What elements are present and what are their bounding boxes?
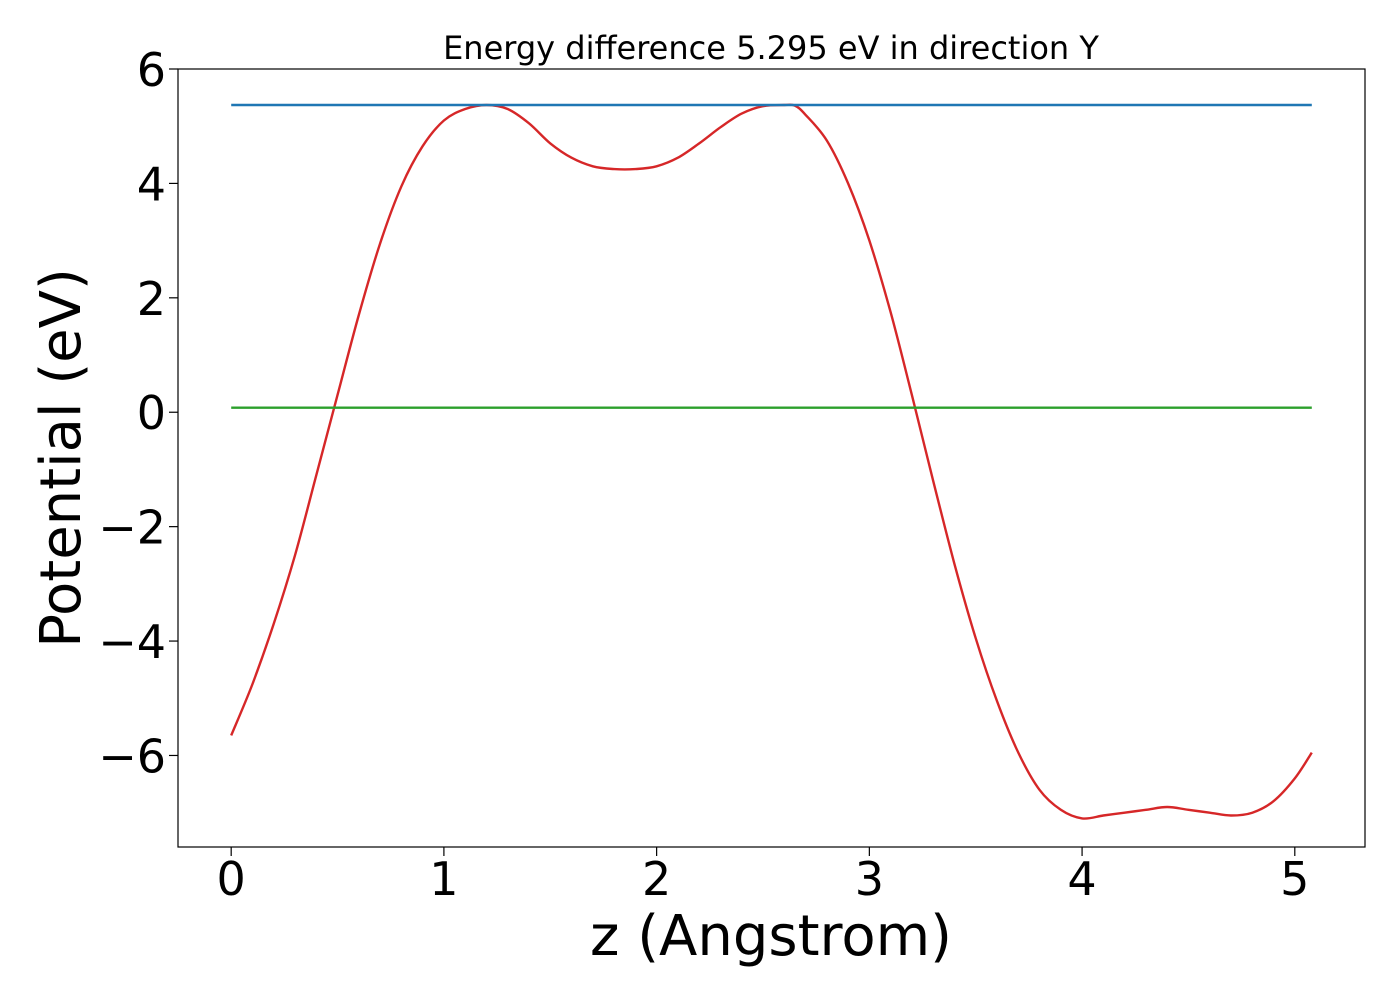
x-tick-label: 2 bbox=[642, 852, 671, 906]
x-tick-label: 0 bbox=[217, 852, 246, 906]
y-tick-label: 4 bbox=[137, 157, 166, 211]
series-line-0 bbox=[230, 103, 1313, 820]
y-tick-label: −4 bbox=[98, 615, 166, 669]
plot-lines bbox=[230, 103, 1313, 820]
y-axis-ticks: −6 −4 −2 0 2 4 6 bbox=[98, 43, 178, 783]
x-tick-label: 5 bbox=[1280, 852, 1309, 906]
y-tick-label: 6 bbox=[137, 43, 166, 97]
y-tick-label: 2 bbox=[137, 272, 166, 326]
plot-area-frame bbox=[177, 68, 1366, 848]
x-axis-ticks: 0 1 2 3 4 5 bbox=[217, 847, 1309, 906]
y-tick-label: −6 bbox=[98, 729, 166, 783]
chart-title: Energy difference 5.295 eV in direction … bbox=[443, 29, 1099, 67]
x-tick-label: 4 bbox=[1067, 852, 1096, 906]
y-axis-label: Potential (eV) bbox=[29, 268, 94, 648]
y-tick-label: −2 bbox=[98, 501, 166, 555]
x-axis-label: z (Angstrom) bbox=[590, 904, 952, 969]
x-tick-label: 3 bbox=[855, 852, 884, 906]
y-tick-label: 0 bbox=[137, 386, 166, 440]
x-tick-label: 1 bbox=[429, 852, 458, 906]
